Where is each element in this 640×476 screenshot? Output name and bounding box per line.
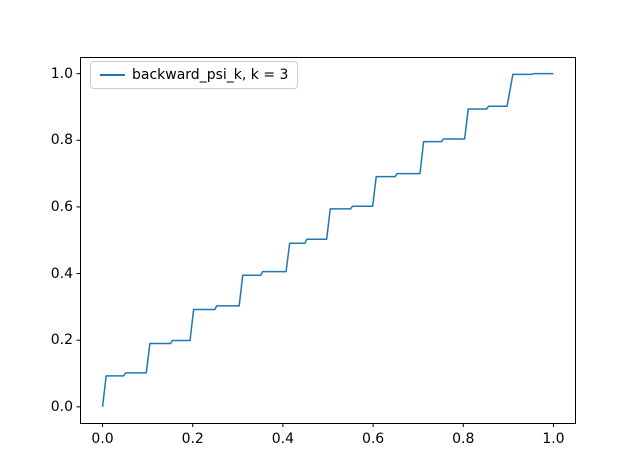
legend: backward_psi_k, k = 3 [90, 61, 299, 89]
y-tick-label: 1.0 [50, 65, 73, 82]
x-tick-label: 0.2 [181, 431, 204, 447]
y-tick-label: 0.0 [50, 398, 73, 415]
series-line [101, 72, 554, 407]
line-plot [76, 57, 576, 427]
x-tick-label: 0.4 [271, 431, 295, 447]
y-tick-label: 0.4 [50, 265, 73, 282]
x-tick-label: 0.8 [452, 431, 475, 447]
y-tick-label: 0.2 [50, 332, 73, 349]
x-tick-label: 0.6 [361, 431, 385, 447]
x-tick-label: 0.0 [91, 431, 114, 447]
y-tick-label: 0.8 [50, 132, 73, 149]
legend-line-sample [100, 74, 125, 76]
x-tick-label: 1.0 [542, 431, 565, 447]
plot-frame [80, 57, 576, 424]
y-tick-label: 0.6 [50, 198, 73, 215]
legend-label: backward_psi_k, k = 3 [132, 67, 289, 83]
